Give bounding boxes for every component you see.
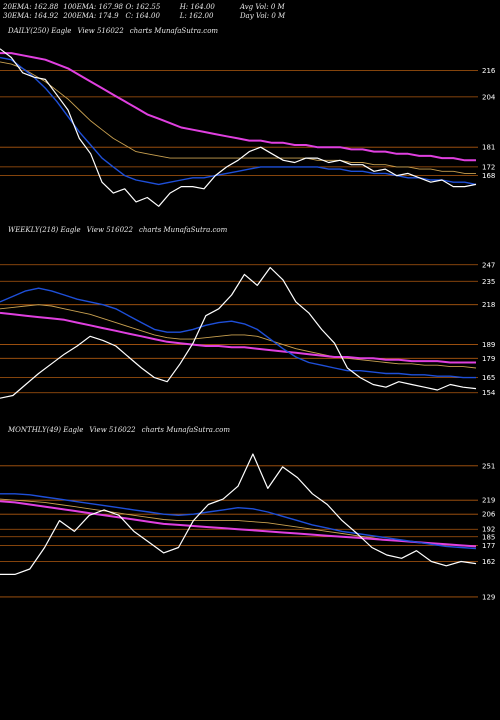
header-row-2: 30EMA: 164.92 200EMA: 174.9 C: 164.00 L:… [3, 12, 285, 21]
monthly-tick-label: 219 [482, 497, 495, 505]
daily-label-symbol: View 516022 [77, 27, 124, 35]
weekly-label-symbol: View 516022 [86, 226, 133, 234]
daily-ema_mid-line [0, 61, 476, 174]
daily-tick-label: 181 [482, 144, 495, 152]
monthly-label-title: MONTHLY(49) Eagle [8, 426, 84, 434]
daily-tick-label: 204 [482, 93, 496, 101]
monthly-tick-label: 192 [482, 526, 495, 534]
ema30-readout: 30EMA: 164.92 [3, 12, 59, 20]
weekly-tick-label: 247 [482, 261, 495, 269]
weekly-tick-label: 218 [482, 301, 495, 309]
monthly-label-source: charts MunafaSutra.com [141, 426, 230, 434]
ema20-readout: 20EMA: 162.88 [3, 3, 59, 11]
daily-tick-label: 168 [482, 172, 495, 180]
monthly-tick-label: 185 [482, 533, 495, 541]
daily-label-title: DAILY(250) Eagle [8, 27, 72, 35]
weekly-tick-label: 154 [482, 389, 496, 397]
monthly-tick-label: 162 [482, 558, 495, 566]
monthly-ema_mid-line [0, 498, 477, 547]
monthly-tick-label: 129 [482, 593, 495, 601]
weekly-tick-label: 165 [482, 374, 495, 382]
weekly-ema_fast-line [0, 287, 476, 379]
weekly-ema_slow-line [0, 311, 476, 364]
daily-tick-label: 172 [482, 163, 495, 171]
low-readout: L: 162.00 [179, 12, 214, 20]
close-readout: C: 164.00 [125, 12, 160, 20]
daily-label-source: charts MunafaSutra.com [129, 27, 219, 35]
ema200-readout: 200EMA: 174.9 [63, 12, 119, 20]
header-row-1: 20EMA: 162.88 100EMA: 167.98 O: 162.55 H… [3, 3, 285, 12]
daily-panel-label: DAILY(250) Eagle View 516022 charts Munafa… [8, 27, 224, 35]
weekly-tick-label: 189 [482, 341, 495, 349]
daily-tick-label: 216 [482, 67, 496, 75]
monthly-tick-label: 206 [482, 511, 496, 519]
daily-ema_slow-line [0, 52, 476, 162]
avg-vol-readout: Avg Vol: 0 M [239, 3, 285, 11]
high-readout: H: 164.00 [179, 3, 215, 11]
monthly-tick-label: 251 [482, 462, 495, 470]
monthly-panel-label: MONTHLY(49) Eagle View 516022 charts Munaf… [8, 426, 236, 434]
daily-price-line [0, 48, 477, 207]
weekly-price-line [0, 266, 477, 399]
weekly-ema_mid-line [0, 304, 477, 369]
monthly-price-line [0, 453, 477, 576]
daily-ema_fast-line [0, 56, 477, 186]
weekly-label-source: charts MunafaSutra.com [138, 226, 228, 234]
monthly-ema_slow-line [0, 500, 477, 548]
weekly-panel-label: WEEKLY(218) Eagle View 516022 charts Munaf… [8, 226, 233, 234]
weekly-tick-label: 179 [482, 355, 495, 363]
day-vol-readout: Day Vol: 0 M [239, 12, 286, 20]
ema100-readout: 100EMA: 167.98 [63, 3, 124, 11]
weekly-tick-label: 235 [482, 278, 495, 286]
monthly-tick-label: 177 [482, 542, 495, 550]
open-readout: O: 162.55 [125, 3, 161, 11]
monthly-ema_fast-line [0, 493, 477, 550]
monthly-label-symbol: View 516022 [89, 426, 136, 434]
weekly-label-title: WEEKLY(218) Eagle [8, 226, 81, 234]
